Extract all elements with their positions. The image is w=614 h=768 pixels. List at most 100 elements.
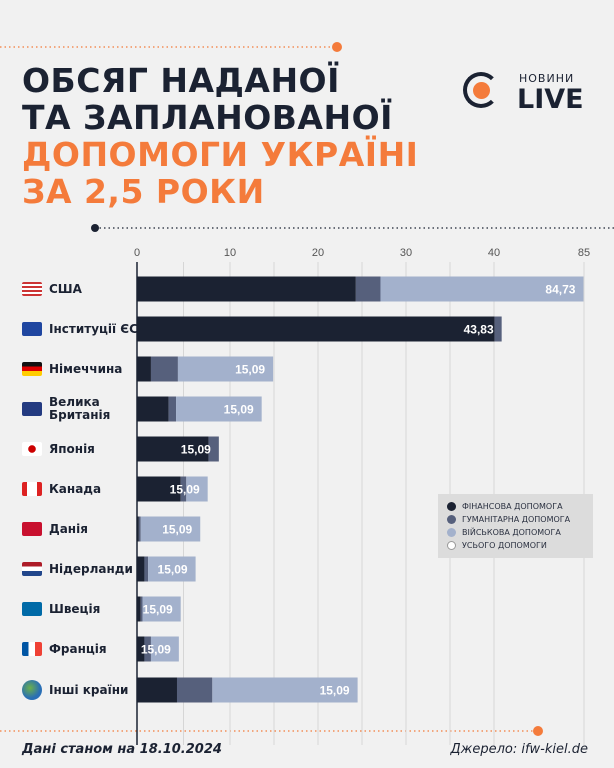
category-name: Інші країни xyxy=(49,682,129,697)
category-label: Канада xyxy=(22,479,101,499)
title-line-4: ЗА 2,5 РОКИ xyxy=(22,172,265,211)
x-tick-label: 30 xyxy=(400,247,412,259)
page-title: ОБСЯГ НАДАНОЇ ТА ЗАПЛАНОВАНОЇ ДОПОМОГИ У… xyxy=(22,62,418,210)
bar-segment-financial xyxy=(137,556,145,582)
category-label: Франція xyxy=(22,639,107,659)
logo-dot-icon xyxy=(473,82,490,99)
x-tick-label: 0 xyxy=(134,247,140,259)
dk-flag-icon xyxy=(22,522,42,536)
data-label: 15,09 xyxy=(141,643,171,657)
jp-flag-icon xyxy=(22,442,42,456)
category-label: Нідерланди xyxy=(22,559,133,579)
bar-segment-financial xyxy=(137,596,141,622)
legend-label: УСЬОГО ДОПОМОГИ xyxy=(462,541,547,550)
legend-item-humanitarian: ГУМАНІТАРНА ДОПОМОГА xyxy=(447,513,593,526)
bar-segment-humanitarian xyxy=(355,276,381,302)
bar-segment-humanitarian xyxy=(140,596,143,622)
category-label: Німеччина xyxy=(22,359,122,379)
bar-segment-military xyxy=(212,677,358,703)
logo-small-text: НОВИНИ xyxy=(519,72,575,85)
bar-segment-military xyxy=(176,396,262,422)
data-label: 15,09 xyxy=(224,403,254,417)
category-name: США xyxy=(49,281,82,296)
military-dot-icon xyxy=(447,528,456,537)
bar-segment-military xyxy=(140,516,201,542)
ca-flag-icon xyxy=(22,482,42,496)
bar-segment-humanitarian xyxy=(176,677,213,703)
bar-segment-military xyxy=(148,556,196,582)
category-name: Нідерланди xyxy=(49,561,133,576)
logo-ring-icon xyxy=(463,72,499,108)
x-tick-label: 85 xyxy=(578,247,590,259)
category-label: Інші країни xyxy=(22,680,128,700)
bar-segment-financial xyxy=(137,316,495,342)
data-label: 15,09 xyxy=(143,603,173,617)
category-label: Швеція xyxy=(22,599,100,619)
bar-segment-humanitarian xyxy=(180,476,187,502)
data-label: 15,09 xyxy=(170,483,200,497)
x-tick-label: 20 xyxy=(312,247,324,259)
category-label: США xyxy=(22,279,82,299)
legend-item-military: ВІЙСЬКОВА ДОПОМОГА xyxy=(447,526,593,539)
bar-segment-financial xyxy=(137,436,209,462)
bar-segment-financial xyxy=(137,677,177,703)
data-label: 15,09 xyxy=(162,523,192,537)
bar-segment-financial xyxy=(137,516,139,542)
total-dot-icon xyxy=(447,541,456,550)
eu-flag-icon xyxy=(22,322,42,336)
category-label: Японія xyxy=(22,439,95,459)
bar-segment-financial xyxy=(137,396,169,422)
divider-dot-icon xyxy=(533,726,543,736)
bar-segment-humanitarian xyxy=(144,556,149,582)
nl-flag-icon xyxy=(22,562,42,576)
humanitarian-dot-icon xyxy=(447,515,456,524)
title-line-3: ДОПОМОГИ УКРАЇНІ xyxy=(22,135,419,174)
data-source: Джерело: ifw-kiel.de xyxy=(450,742,588,757)
data-date: Дані станом на 18.10.2024 xyxy=(22,742,222,757)
category-name: Велика Британія xyxy=(49,395,111,422)
legend-item-total: УСЬОГО ДОПОМОГИ xyxy=(447,539,593,552)
category-name: Японія xyxy=(49,441,95,456)
bar-segment-humanitarian xyxy=(494,316,502,342)
bar-segment-financial xyxy=(137,356,151,382)
category-label: Данія xyxy=(22,519,88,539)
category-label: Велика Британія xyxy=(22,395,111,422)
category-name: Німеччина xyxy=(49,361,123,376)
data-label: 84,73 xyxy=(545,283,575,297)
bar-segment-humanitarian xyxy=(168,396,177,422)
title-line-2: ТА ЗАПЛАНОВАНОЇ xyxy=(22,98,393,137)
bar-segment-military xyxy=(380,276,584,302)
bar-segment-military xyxy=(142,596,181,622)
legend-label: ВІЙСЬКОВА ДОПОМОГА xyxy=(462,528,561,537)
title-line-1: ОБСЯГ НАДАНОЇ xyxy=(22,61,340,100)
novyny-live-logo: НОВИНИ LIVE xyxy=(463,70,593,120)
bar-segment-financial xyxy=(137,476,181,502)
bar-segment-humanitarian xyxy=(144,636,151,662)
us-flag-icon xyxy=(22,282,42,296)
legend-label: ГУМАНІТАРНА ДОПОМОГА xyxy=(462,515,571,524)
legend-item-financial: ФІНАНСОВА ДОПОМОГА xyxy=(447,500,593,513)
fr-flag-icon xyxy=(22,642,42,656)
bar-segment-military xyxy=(150,636,179,662)
se-flag-icon xyxy=(22,602,42,616)
category-label: Інституції ЄС xyxy=(22,319,138,339)
data-label: 15,09 xyxy=(320,684,350,698)
bar-segment-humanitarian xyxy=(208,436,219,462)
data-label: 15,09 xyxy=(181,443,211,457)
category-name: Інституції ЄС xyxy=(49,321,138,336)
globe-icon xyxy=(22,680,42,700)
legend: ФІНАНСОВА ДОПОМОГА ГУМАНІТАРНА ДОПОМОГА … xyxy=(438,494,593,558)
data-label: 15,09 xyxy=(235,363,265,377)
logo-big-text: LIVE xyxy=(517,84,584,115)
category-name: Канада xyxy=(49,481,102,496)
category-name: Швеція xyxy=(49,601,101,616)
financial-dot-icon xyxy=(447,502,456,511)
data-label: 15,09 xyxy=(158,563,188,577)
x-tick-label: 40 xyxy=(488,247,500,259)
divider-dot-icon xyxy=(332,42,342,52)
category-name: Данія xyxy=(49,521,88,536)
bar-segment-financial xyxy=(137,276,356,302)
bar-segment-humanitarian xyxy=(150,356,178,382)
data-label: 43,83 xyxy=(464,323,494,337)
